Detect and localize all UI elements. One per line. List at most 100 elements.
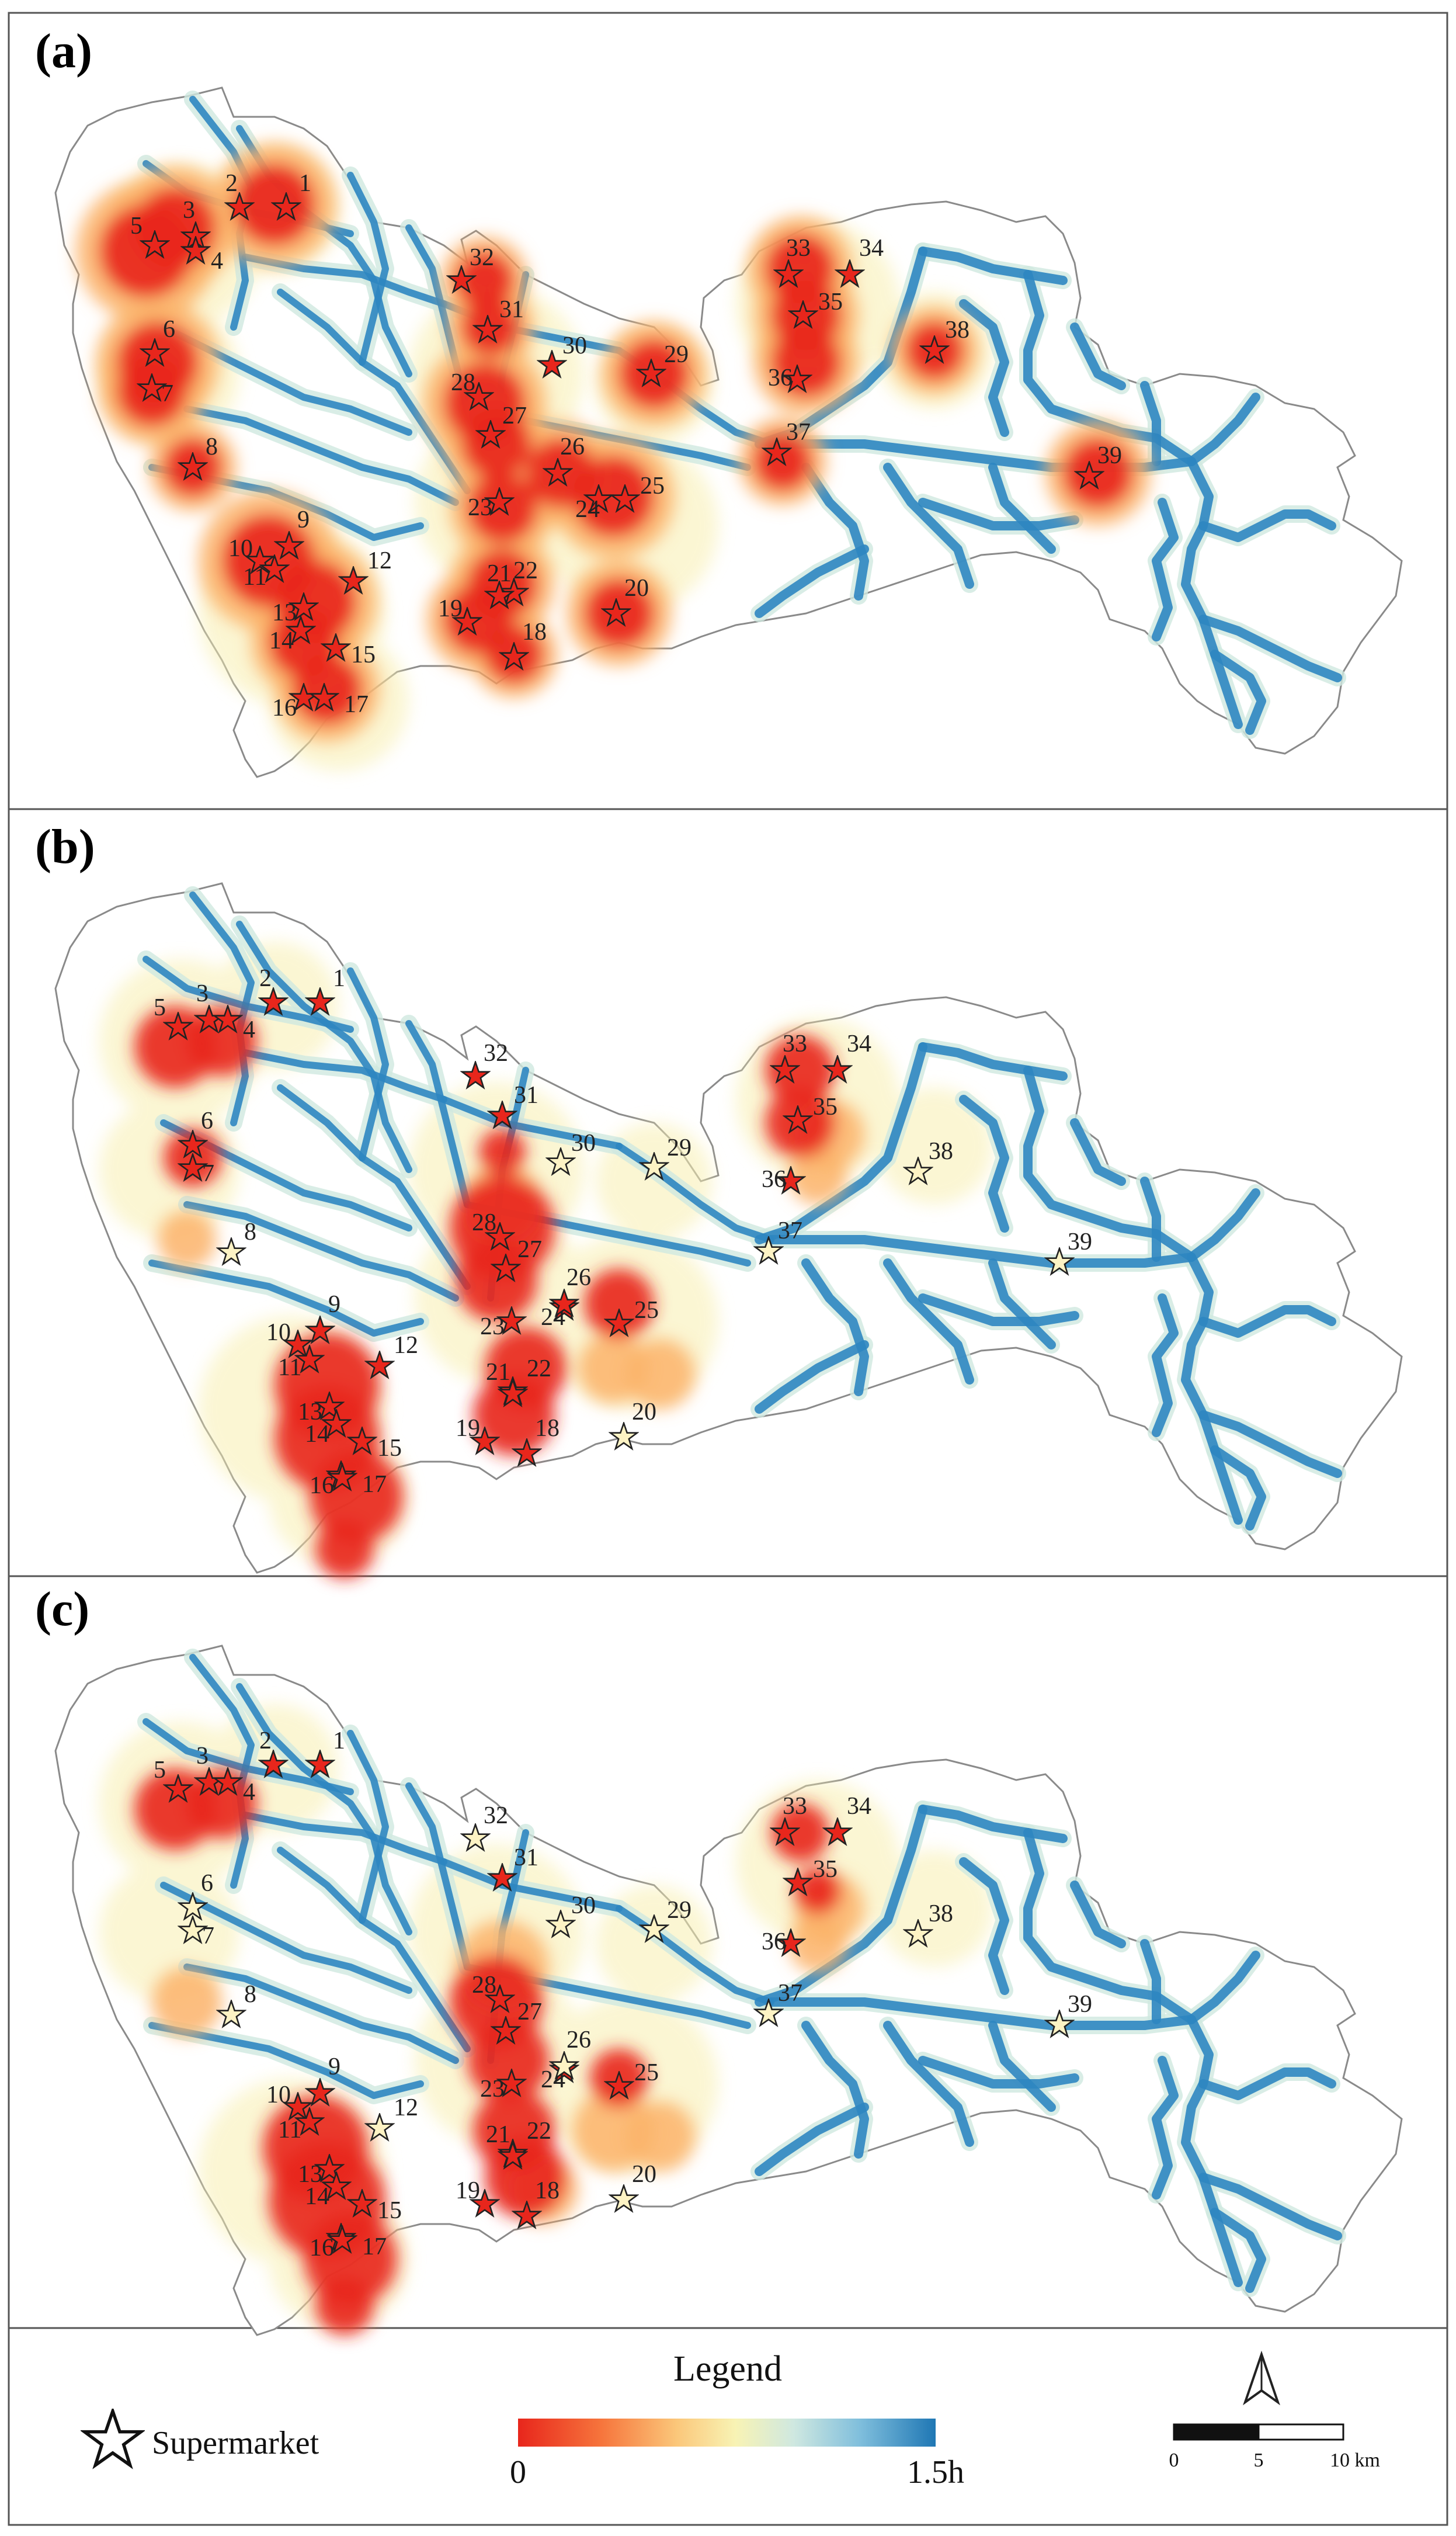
site-number: 7 [202,1923,214,1949]
supermarket-18: 18 [512,2177,560,2229]
site-number: 30 [562,332,587,359]
road-segment [277,1084,471,1290]
supermarket-37: 37 [762,419,811,466]
supermarket-28: 28 [451,369,494,410]
site-number: 33 [783,1031,807,1057]
supermarket-9: 9 [305,2053,340,2106]
supermarket-22: 22 [498,1355,551,1407]
site-number: 1 [333,1727,345,1754]
road-segment [801,2021,869,2159]
site-number: 18 [535,1415,560,1442]
supermarket-38: 38 [920,317,969,363]
road-segment [1152,2056,1179,2200]
supermarket-39: 39 [1045,1991,1092,2038]
supermarket-18: 18 [499,619,547,670]
site-number: 37 [786,419,811,446]
scale-tick-10: 10 km [1330,2450,1380,2471]
site-number: 2 [259,965,272,992]
road-segment [1181,2015,1243,2287]
supermarket-2: 2 [259,965,288,1015]
road-segment [883,2021,974,2147]
road-segment [1210,650,1266,735]
site-number: 26 [567,2027,591,2053]
supermarket-14: 14 [305,2171,351,2210]
site-number: 15 [377,1435,402,1462]
site-number: 26 [567,1264,591,1291]
road-segment [801,1258,869,1396]
supermarket-27: 27 [491,1999,542,2044]
road-segment [1070,1881,1126,1948]
supermarket-36: 36 [762,1166,805,1194]
road-segment [616,1143,774,1243]
site-number: 14 [305,1421,329,1448]
road-segment [1152,498,1179,641]
road-segment [183,1201,459,1302]
site-number: 12 [367,547,392,574]
road-segment [405,1020,471,1208]
supermarket-15: 15 [348,1427,402,1462]
site-number: 1 [333,965,345,992]
site-number: 8 [244,1981,256,2008]
site-number: 4 [211,248,223,275]
road-segment [1023,270,1196,466]
legend-supermarket-label: Supermarket [152,2425,319,2461]
supermarket-5: 5 [154,994,193,1040]
supermarket-30: 30 [546,1130,596,1175]
site-number: 26 [560,433,585,460]
supermarket-13: 13 [298,1392,344,1425]
supermarket-34: 34 [823,1031,871,1083]
supermarket-17: 17 [328,1463,387,1498]
supermarket-15: 15 [321,633,376,668]
site-number: 14 [269,627,294,654]
supermarket-10: 10 [228,535,274,574]
supermarket-16: 16 [310,2223,356,2261]
road-segment [1198,2067,1336,2100]
site-number: 10 [228,535,253,562]
site-number: 9 [328,1291,340,1318]
supermarket-35: 35 [783,1856,838,1896]
site-number: 3 [183,197,195,224]
road-segment [1181,1253,1243,1525]
supermarket-14: 14 [305,1409,351,1448]
site-number: 16 [310,1472,334,1499]
site-number: 19 [438,595,463,622]
site-number: 29 [667,1897,691,1924]
site-number: 33 [786,235,811,262]
site-number: 38 [945,317,969,344]
site-number: 23 [468,494,492,521]
site-number: 3 [196,1743,209,1770]
supermarket-3: 3 [194,980,224,1033]
supermarket-6: 6 [140,316,175,366]
supermarket-12: 12 [339,547,392,594]
site-number: 22 [513,557,538,584]
site-number: 39 [1097,442,1122,469]
site-number: 21 [486,1359,510,1386]
supermarket-2: 2 [225,170,254,220]
road-segment [755,1805,927,2007]
road-segment [959,1095,1009,1233]
site-number: 34 [847,1031,871,1057]
road-segment [405,1782,471,1970]
road-segment [1198,2173,1342,2240]
site-number: 13 [272,599,297,626]
supermarket-25: 25 [604,1297,659,1337]
site-number: 37 [778,1217,802,1244]
supermarket-2: 2 [259,1727,288,1778]
site-number: 4 [243,1017,255,1043]
supermarket-5: 5 [154,1757,193,1802]
supermarket-27: 27 [491,1236,542,1282]
supermarket-26: 26 [550,1264,591,1317]
site-number: 34 [859,235,884,262]
supermarket-11: 11 [278,1345,324,1381]
road-segment [236,1683,412,1935]
site-number: 21 [486,2121,510,2148]
supermarket-34: 34 [823,1793,871,1845]
panel-label-b: (b) [35,820,95,874]
road-segment [440,1096,623,1150]
road-segment [183,1963,459,2064]
panel-label-c: (c) [35,1582,89,1636]
site-number: 24 [575,496,600,523]
supermarket-8: 8 [217,1219,256,1265]
site-number: 12 [394,2094,418,2121]
